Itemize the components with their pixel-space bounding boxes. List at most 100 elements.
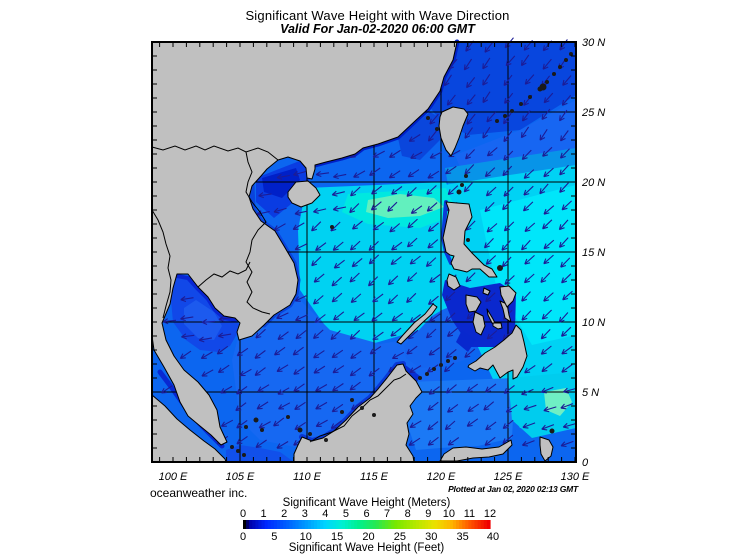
map-frame <box>151 41 577 463</box>
island-speck <box>260 428 264 432</box>
island-speck <box>230 445 234 449</box>
island-speck <box>253 417 259 423</box>
landmass <box>151 41 458 446</box>
page-title: Significant Wave Height with Wave Direct… <box>245 8 510 23</box>
legend-meters-tick: 10 <box>443 508 455 520</box>
legend-meters-tick: 7 <box>384 508 390 520</box>
island-speck <box>418 376 422 380</box>
island-speck <box>497 265 503 271</box>
lat-tick-label: 25 N <box>581 107 605 119</box>
legend-meters-tick: 0 <box>240 508 246 520</box>
landmass <box>442 201 498 278</box>
political-border <box>309 373 407 443</box>
island-speck <box>308 432 312 436</box>
landmass <box>438 106 469 157</box>
island-speck <box>244 425 248 429</box>
lat-tick-label: 20 N <box>581 177 605 189</box>
legend-meters-tick: 2 <box>281 508 287 520</box>
legend-meters-tick: 6 <box>363 508 369 520</box>
legend-colorbar: 0 1 2 3 4 5 6 7 8 9 10 11 120 5 10 15 20 25 30 35 40 <box>240 508 499 543</box>
legend-meters-tick: 9 <box>425 508 431 520</box>
valid-time-subtitle: Valid For Jan-02-2020 06:00 GMT <box>280 22 475 36</box>
wave-arrows-layer <box>161 37 577 449</box>
legend-meters-tick: 1 <box>261 508 267 520</box>
island-speck <box>503 114 507 118</box>
legend-meters-tick: 4 <box>322 508 328 520</box>
island-speck <box>510 109 514 113</box>
landmass <box>396 303 438 345</box>
island-speck <box>360 406 364 410</box>
island-speck <box>456 189 462 195</box>
island-speck <box>432 367 436 371</box>
lat-tick-label: 15 N <box>582 247 605 259</box>
island-speck <box>372 413 376 417</box>
political-border <box>197 261 251 288</box>
island-speck <box>435 127 439 131</box>
legend-feet-tick: 35 <box>456 531 468 543</box>
landmass <box>499 285 517 308</box>
island-speck <box>528 95 532 99</box>
island-speck <box>460 183 464 187</box>
island-speck <box>446 359 450 363</box>
island-speck <box>564 58 568 62</box>
island-speck <box>453 356 457 360</box>
island-speck <box>426 116 430 120</box>
credit-text: oceanweather inc. <box>150 486 248 500</box>
legend-meters-tick: 5 <box>343 508 349 520</box>
legend-title-meters: Significant Wave Height (Meters) <box>282 497 451 509</box>
plotted-timestamp: Plotted at Jan 02, 2020 02:13 GMT <box>448 484 578 494</box>
legend-feet-tick: 25 <box>394 531 406 543</box>
island-speck <box>464 174 468 178</box>
landmass <box>446 273 461 291</box>
lat-tick-label: 0 <box>582 457 589 469</box>
island-speck <box>558 65 562 69</box>
island-speck <box>439 363 443 367</box>
island-speck <box>549 428 555 434</box>
island-speck <box>297 427 303 433</box>
legend-feet-tick: 30 <box>425 531 437 543</box>
lat-tick-label: 10 N <box>582 317 605 329</box>
island-speck <box>552 72 556 76</box>
legend-feet-tick: 40 <box>487 531 499 543</box>
lon-tick-label: 115 E <box>360 471 389 483</box>
island-speck <box>425 372 429 376</box>
lon-tick-label: 125 E <box>494 471 523 483</box>
landmass <box>482 287 491 296</box>
legend-feet-tick: 10 <box>300 531 312 543</box>
island-speck <box>519 102 523 106</box>
landmass <box>465 294 482 313</box>
legend-title-feet: Significant Wave Height (Feet) <box>288 542 445 554</box>
political-border <box>151 145 279 161</box>
land-layer <box>151 41 573 463</box>
landmass <box>492 322 503 330</box>
island-speck <box>242 453 246 457</box>
island-speck <box>466 238 470 242</box>
lat-tick-label: 5 N <box>582 387 599 399</box>
lon-tick-label: 130 E <box>561 471 590 483</box>
legend-meters-tick: 3 <box>302 508 308 520</box>
landmass <box>287 180 321 208</box>
lon-tick-label: 100 E <box>159 471 188 483</box>
island-speck <box>539 83 547 91</box>
legend-feet-tick: 15 <box>331 531 343 543</box>
lon-tick-label: 110 E <box>293 471 322 483</box>
landmass <box>472 311 486 336</box>
lon-tick-label: 105 E <box>226 471 255 483</box>
legend-meters-tick: 12 <box>484 508 496 520</box>
political-border <box>151 209 172 319</box>
island-speck <box>545 80 549 84</box>
island-speck <box>340 410 344 414</box>
island-speck <box>324 438 328 442</box>
lat-tick-label: 30 N <box>582 37 605 49</box>
lon-tick-label: 120 E <box>427 471 456 483</box>
axis-labels: 100 E 105 E 110 E 115 E 120 E 125 E 130 E 30 N 2… <box>159 37 606 483</box>
island-speck <box>569 52 573 56</box>
island-speck <box>330 225 334 229</box>
island-speck <box>350 398 354 402</box>
island-speck <box>495 119 499 123</box>
landmass <box>467 324 528 380</box>
island-speck <box>236 449 240 453</box>
landmass <box>439 439 513 462</box>
